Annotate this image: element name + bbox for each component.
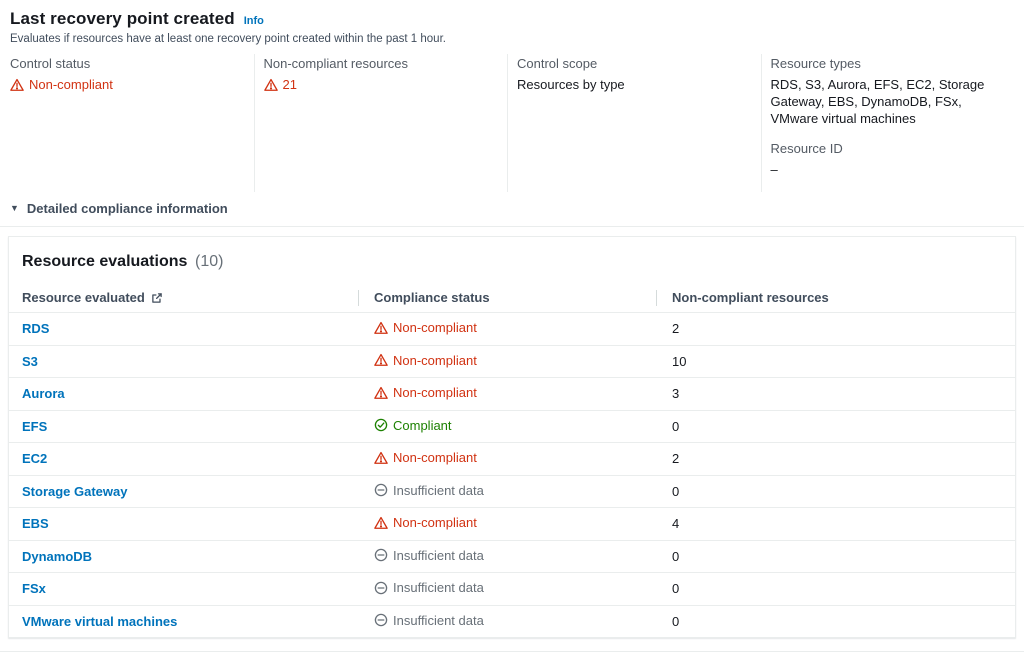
title-row: Last recovery point created Info xyxy=(10,9,1014,29)
compliance-status-badge: Non-compliant xyxy=(374,353,477,368)
column-header-compliance-status: Compliance status xyxy=(358,284,656,313)
compliance-status-text: Non-compliant xyxy=(393,450,477,465)
compliance-status-text: Non-compliant xyxy=(393,515,477,530)
resource-types-value: RDS, S3, Aurora, EFS, EC2, Storage Gatew… xyxy=(770,77,985,126)
noncompliant-resources-label: Non-compliant resources xyxy=(263,56,409,71)
column-header-noncompliant-resources: Non-compliant resources xyxy=(656,284,1015,313)
warning-icon xyxy=(374,451,388,464)
page-description: Evaluates if resources have at least one… xyxy=(10,33,446,45)
warning-icon xyxy=(263,78,278,91)
noncompliant-count: 2 xyxy=(672,451,680,467)
noncompliant-resources-count: 21 xyxy=(282,77,297,92)
compliance-status-badge: Insufficient data xyxy=(374,580,484,595)
compliance-status-badge: Non-compliant xyxy=(374,385,477,400)
noncompliant-count: 0 xyxy=(672,418,680,434)
table-row: FSx Insufficient data 0 xyxy=(9,572,1015,605)
card-title: Resource evaluations xyxy=(22,253,188,270)
resource-link[interactable]: FSx xyxy=(22,581,46,597)
table-row: VMware virtual machines Insufficient dat… xyxy=(9,604,1015,637)
noncompliant-count: 4 xyxy=(672,516,680,532)
noncompliant-count: 0 xyxy=(672,581,680,597)
table-row: EBS Non-compliant 4 xyxy=(9,507,1015,540)
check-circle-icon xyxy=(374,418,388,432)
table-row: S3 Non-compliant 10 xyxy=(9,344,1015,378)
resource-link[interactable]: Storage Gateway xyxy=(22,483,128,499)
compliance-status-text: Insufficient data xyxy=(393,482,484,498)
noncompliant-count: 2 xyxy=(672,321,680,337)
compliance-status-badge: Insufficient data xyxy=(374,613,484,628)
resource-types-label: Resource types xyxy=(770,56,861,71)
column-header-resource-evaluated: Resource evaluated xyxy=(9,284,358,313)
compliance-status-badge: Non-compliant xyxy=(374,515,477,530)
table-row: Aurora Non-compliant 3 xyxy=(9,377,1015,410)
noncompliant-resources-value: 21 xyxy=(263,76,297,93)
compliance-status-text: Compliant xyxy=(393,417,452,433)
summary-col-control-scope: Control scope Resources by type xyxy=(507,54,761,192)
resource-id-label: Resource ID xyxy=(770,141,843,156)
warning-icon xyxy=(374,516,388,529)
control-summary-section: Last recovery point created Info Evaluat… xyxy=(0,0,1024,192)
noncompliant-count: 10 xyxy=(672,353,687,369)
minus-circle-icon xyxy=(374,548,388,562)
noncompliant-count: 0 xyxy=(672,613,680,629)
summary-col-control-status: Control status Non-compliant xyxy=(10,54,254,192)
table-row: EFS Compliant 0 xyxy=(9,409,1015,443)
resource-link[interactable]: DynamoDB xyxy=(22,548,93,564)
info-link[interactable]: Info xyxy=(243,15,264,27)
compliance-status-badge: Non-compliant xyxy=(374,450,477,465)
compliance-status-text: Insufficient data xyxy=(393,547,484,563)
table-header-row: Resource evaluated Compliance status Non… xyxy=(9,284,1015,313)
resource-id-value: – xyxy=(770,162,778,177)
resource-link[interactable]: EBS xyxy=(22,516,49,532)
table-row: RDS Non-compliant 2 xyxy=(9,313,1015,346)
minus-circle-icon xyxy=(374,613,388,627)
resource-link[interactable]: EFS xyxy=(22,418,48,434)
compliance-status-text: Insufficient data xyxy=(393,612,484,628)
noncompliant-count: 0 xyxy=(672,548,680,564)
section-divider xyxy=(0,226,1024,227)
card-count: (10) xyxy=(195,253,224,270)
control-scope-value: Resources by type xyxy=(517,77,625,92)
compliance-status-text: Non-compliant xyxy=(393,385,477,400)
minus-circle-icon xyxy=(374,483,388,497)
summary-col-resource-types: Resource types RDS, S3, Aurora, EFS, EC2… xyxy=(760,54,1015,192)
page-title: Last recovery point created xyxy=(10,9,235,28)
resource-evaluations-table: Resource evaluated Compliance status Non… xyxy=(9,284,1015,637)
warning-icon xyxy=(374,321,388,334)
resource-link[interactable]: EC2 xyxy=(22,451,48,467)
resource-link[interactable]: S3 xyxy=(22,353,38,369)
compliance-status-badge: Non-compliant xyxy=(374,320,477,335)
warning-icon xyxy=(10,78,24,91)
control-status-value: Non-compliant xyxy=(10,76,113,93)
table-row: DynamoDB Insufficient data 0 xyxy=(9,539,1015,573)
column-header-resource-label: Resource evaluated xyxy=(22,290,145,305)
card-header: Resource evaluations (10) xyxy=(9,237,1015,284)
table-row: Storage Gateway Insufficient data 0 xyxy=(9,474,1015,508)
caret-down-icon: ▼ xyxy=(10,203,19,213)
compliance-status-text: Insufficient data xyxy=(393,580,484,595)
control-status-text: Non-compliant xyxy=(29,77,113,92)
compliance-status-badge: Insufficient data xyxy=(374,548,484,563)
summary-col-noncompliant: Non-compliant resources 21 xyxy=(253,54,508,192)
minus-circle-icon xyxy=(374,581,388,594)
noncompliant-count: 3 xyxy=(672,386,680,402)
compliance-status-badge: Insufficient data xyxy=(374,483,484,498)
expander-label: Detailed compliance information xyxy=(26,201,228,216)
resource-link[interactable]: RDS xyxy=(22,321,50,337)
table-row: EC2 Non-compliant 2 xyxy=(9,442,1015,475)
compliance-status-text: Non-compliant xyxy=(393,352,477,368)
noncompliant-count: 0 xyxy=(672,483,680,499)
resource-link[interactable]: VMware virtual machines xyxy=(22,613,178,629)
detailed-compliance-expander[interactable]: ▼ Detailed compliance information xyxy=(0,192,1024,226)
control-scope-label: Control scope xyxy=(517,56,598,71)
compliance-status-text: Non-compliant xyxy=(393,320,477,335)
control-status-label: Control status xyxy=(10,56,91,71)
resource-link[interactable]: Aurora xyxy=(22,386,65,402)
compliance-status-badge: Compliant xyxy=(374,418,452,433)
summary-columns: Control status Non-compliant Non-complia… xyxy=(10,54,1014,192)
resource-evaluations-card: Resource evaluations (10) Resource evalu… xyxy=(8,236,1016,638)
warning-icon xyxy=(374,386,388,399)
warning-icon xyxy=(374,353,388,366)
external-link-icon xyxy=(152,292,162,303)
